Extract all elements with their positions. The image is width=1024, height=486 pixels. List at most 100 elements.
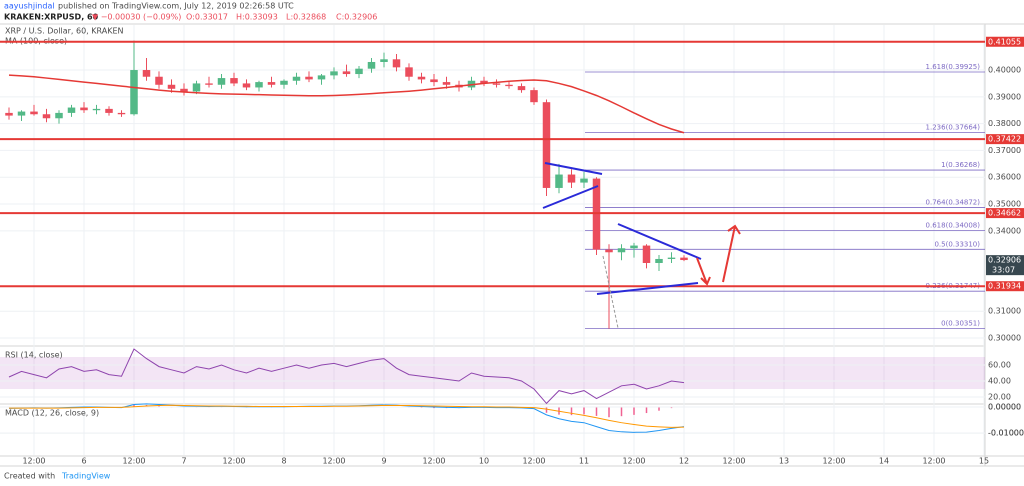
y-tick-label: 0.00000 <box>988 403 1021 412</box>
histogram-bar <box>670 407 673 409</box>
candle-body <box>30 111 38 115</box>
change: ▼ −0.00030 (−0.09%) <box>92 13 181 22</box>
candle-body <box>667 257 676 259</box>
footer-brand[interactable]: TradingView <box>61 472 111 481</box>
level-label: 0.34662 <box>988 209 1021 218</box>
candle-body <box>330 71 338 76</box>
candle-body <box>530 90 538 103</box>
candle-body <box>280 80 288 85</box>
y-tick-label: 40.00 <box>988 377 1011 386</box>
candle-body <box>580 178 588 183</box>
level-tag <box>986 208 1024 219</box>
y-tick-label: 0.38000 <box>988 119 1021 128</box>
last-price-tag <box>986 255 1024 276</box>
candle-body <box>180 88 188 92</box>
x-tick-label: 12:00 <box>422 457 445 466</box>
y-tick-label: 0.36000 <box>988 173 1021 182</box>
x-tick-label: 12:00 <box>322 457 345 466</box>
histogram-bar <box>608 407 610 418</box>
candle-body <box>317 75 326 80</box>
x-tick-label: 12:00 <box>222 457 245 466</box>
x-tick-label: 14 <box>879 457 889 466</box>
x-tick-label: 13 <box>779 457 789 466</box>
x-tick-label: 12:00 <box>822 457 845 466</box>
indicator-line <box>9 404 685 428</box>
ohlc-high: H:0.33093 <box>236 13 278 22</box>
ohlc-open: O:0.33017 <box>186 13 228 22</box>
candle-body <box>17 111 26 116</box>
candle-body <box>505 84 513 87</box>
histogram-bar <box>658 407 660 411</box>
candle-body <box>242 83 251 88</box>
candle-body <box>117 112 126 115</box>
candle-body <box>405 67 413 77</box>
candle-body <box>55 112 63 119</box>
histogram-bar <box>433 407 435 409</box>
candle-body <box>205 83 213 85</box>
candle-body <box>155 76 163 85</box>
x-tick-label: 12:00 <box>922 457 945 466</box>
candle-body <box>142 70 151 77</box>
histogram-bar <box>583 407 585 415</box>
indicator-line <box>8 348 685 405</box>
ohlc-close: C:0.32906 <box>336 13 377 22</box>
candle-body <box>492 83 501 85</box>
rsi-band <box>0 357 985 389</box>
panel-title: RSI (14, close) <box>5 351 63 360</box>
fib-label: 1(0.36268) <box>941 161 980 169</box>
candle-body <box>655 258 663 263</box>
y-tick-label: 0.00000 <box>988 403 1021 412</box>
candle-body <box>417 76 426 80</box>
candle-body <box>217 78 226 85</box>
candle-body <box>617 248 626 253</box>
ohlc-low: L:0.32868 <box>286 13 326 22</box>
candle-body <box>355 68 363 75</box>
y-tick-label: 0.31000 <box>988 307 1021 316</box>
trend-line <box>544 162 603 175</box>
level-label: 0.31934 <box>988 282 1021 291</box>
candle-body <box>80 107 88 111</box>
candle-body <box>267 82 276 85</box>
candle-body <box>517 86 526 91</box>
footer-created: Created with <box>4 472 55 481</box>
trend-line <box>617 223 702 260</box>
candle-body <box>542 102 551 188</box>
y-tick-label: 0.37000 <box>988 146 1021 155</box>
histogram-bar <box>595 407 598 416</box>
candle-body <box>480 80 488 84</box>
y-tick-label: -0.01000 <box>988 429 1024 438</box>
drawings <box>542 162 741 329</box>
level-tag <box>986 36 1024 47</box>
author[interactable]: aayushjindal <box>4 2 55 11</box>
histogram-bar <box>545 407 548 413</box>
x-tick-label: 6 <box>81 457 86 466</box>
candle-body <box>442 82 451 85</box>
histogram-bar <box>620 407 623 417</box>
candle-body <box>42 114 51 119</box>
x-tick-label: 12:00 <box>522 457 545 466</box>
y-tick-label: 20.00 <box>988 393 1011 402</box>
histogram-bar <box>133 404 135 408</box>
panel-title: MACD (12, 26, close, 9) <box>5 409 99 418</box>
candle-body <box>605 249 613 253</box>
indicator-line <box>8 403 685 433</box>
candle-body <box>292 76 301 81</box>
candle-body <box>342 71 351 75</box>
x-tick-label: 7 <box>181 457 186 466</box>
candle-body <box>5 112 13 116</box>
y-tick-label: 0.34000 <box>988 226 1021 235</box>
arrow-up <box>722 224 741 283</box>
y-tick-label: -0.01000 <box>988 429 1024 438</box>
y-tick-label: 0.39000 <box>988 92 1021 101</box>
candle-body <box>230 78 238 84</box>
candle-body <box>380 59 388 62</box>
fib-label: 0(0.30351) <box>941 320 980 328</box>
candle-body <box>167 84 176 89</box>
level-tag <box>986 281 1024 292</box>
fib-label: 1.618(0.39925) <box>926 63 981 71</box>
candle-body <box>305 76 313 80</box>
x-tick-label: 12 <box>679 457 689 466</box>
y-tick-label: 60.00 <box>988 361 1011 370</box>
candle-body <box>130 70 138 115</box>
